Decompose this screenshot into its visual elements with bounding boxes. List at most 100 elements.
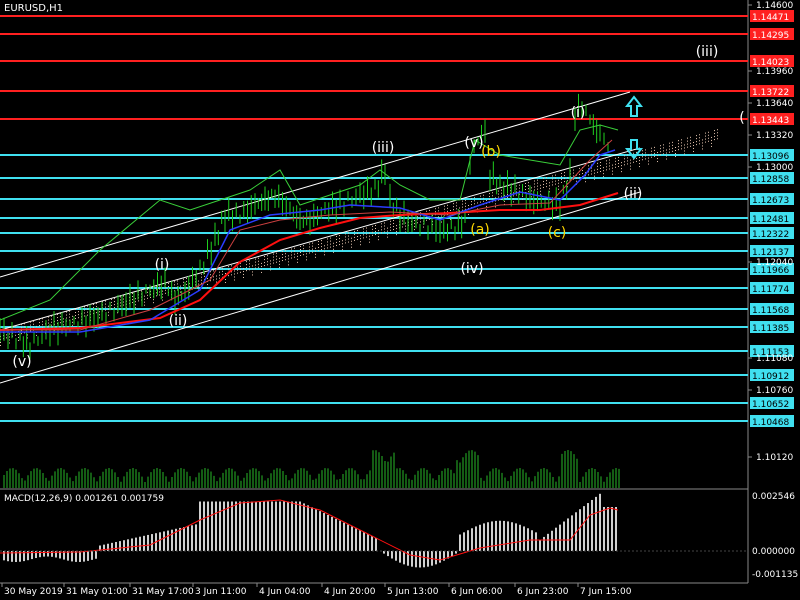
cloud-dot xyxy=(315,250,316,252)
cloud-dot xyxy=(297,252,298,254)
channel-lower-line[interactable] xyxy=(0,191,641,384)
cloud-dot xyxy=(606,169,607,171)
signal-arrows xyxy=(624,95,644,160)
cloud-dot xyxy=(516,188,517,190)
level-price-label: 1.13722 xyxy=(752,88,789,98)
cloud-dot xyxy=(180,291,181,293)
cloud-dot xyxy=(522,195,523,197)
cloud-dot xyxy=(462,209,463,211)
cloud-dot xyxy=(669,148,670,150)
wave-label: ( xyxy=(739,110,744,126)
cloud-dot xyxy=(675,147,676,148)
cloud-dot xyxy=(246,270,247,272)
cloud-dot xyxy=(435,208,436,210)
cloud-dot xyxy=(585,175,586,177)
cloud-dot xyxy=(714,136,715,138)
cloud-dot xyxy=(393,222,394,224)
cloud-dot xyxy=(516,194,517,196)
cloud-dot xyxy=(201,276,202,278)
cloud-dot xyxy=(546,186,547,188)
cloud-dot xyxy=(546,180,547,182)
cloud-dot xyxy=(582,170,583,172)
cloud-dot xyxy=(297,255,298,257)
cloud-dot xyxy=(321,243,322,245)
cloud-dot xyxy=(207,278,208,280)
level-price-box xyxy=(750,303,794,315)
cloud-dot xyxy=(630,165,631,167)
cloud-dot xyxy=(534,186,535,188)
cloud-dot xyxy=(354,230,355,232)
wave-label: (v) xyxy=(464,135,483,151)
cloud-dot xyxy=(318,240,319,242)
cloud-dot xyxy=(549,191,550,193)
cloud-dot xyxy=(381,232,382,234)
macd-signal-line xyxy=(0,499,619,561)
cloud-dot xyxy=(210,280,211,282)
cloud-dot xyxy=(663,153,664,155)
cloud-dot xyxy=(609,162,610,164)
cloud-dot xyxy=(345,242,346,244)
cloud-dot xyxy=(645,149,646,151)
cloud-dot xyxy=(279,260,280,262)
cloud-dot xyxy=(510,187,511,189)
cloud-dot xyxy=(453,209,454,211)
cloud-dot xyxy=(447,204,448,206)
cloud-dot xyxy=(345,236,346,238)
cloud-dot xyxy=(702,145,703,147)
cloud-dot xyxy=(456,202,457,204)
cloud-dot xyxy=(648,160,649,162)
cloud-dot xyxy=(618,165,619,167)
wave-labels: (v)(i)(ii)(iii)(iv)(v)(b)(a) (c)(i)(ii)(i… xyxy=(12,44,744,370)
cloud-dot xyxy=(111,298,112,300)
cloud-dot xyxy=(315,253,316,255)
cloud-dot xyxy=(354,233,355,235)
cloud-dot xyxy=(144,295,145,297)
cloud-dot xyxy=(357,239,358,241)
cloud-dot xyxy=(417,216,418,218)
cloud-dot xyxy=(144,301,145,303)
cloud-dot xyxy=(357,236,358,238)
cloud-dot xyxy=(189,283,190,285)
cloud-dot xyxy=(618,156,619,158)
cloud-dot xyxy=(276,252,277,254)
cloud-dot xyxy=(159,294,160,296)
cloud-dot xyxy=(132,299,133,301)
cloud-dot xyxy=(96,309,97,311)
cloud-dot xyxy=(147,294,148,296)
cloud-dot xyxy=(216,278,217,280)
cloud-dot xyxy=(111,301,112,303)
cloud-dot xyxy=(702,142,703,144)
cloud-dot xyxy=(579,173,580,175)
cloud-dot xyxy=(189,289,190,291)
cloud-dot xyxy=(27,334,28,336)
cloud-dot xyxy=(444,205,445,207)
cloud-dot xyxy=(282,257,283,259)
level-price-box xyxy=(750,149,794,161)
cloud-dot xyxy=(624,158,625,160)
cloud-dot xyxy=(273,259,274,261)
cloud-dot xyxy=(477,202,478,204)
cloud-dot xyxy=(567,177,568,179)
cloud-dot xyxy=(498,196,499,198)
cloud-dot xyxy=(270,263,271,265)
cloud-dot xyxy=(177,283,178,285)
cloud-dot xyxy=(165,292,166,294)
cloud-dot xyxy=(96,303,97,305)
cloud-dot xyxy=(186,280,187,282)
macd-histogram xyxy=(0,493,748,568)
cloud-dot xyxy=(78,314,79,316)
level-price-box xyxy=(750,55,794,67)
cloud-dot xyxy=(165,289,166,291)
cloud-dot xyxy=(162,290,163,292)
cloud-dot xyxy=(642,153,643,155)
cloud-dot xyxy=(258,260,259,262)
cloud-dot xyxy=(78,308,79,310)
cloud-dot xyxy=(333,248,334,250)
cloud-dot xyxy=(57,320,58,322)
cloud-dot xyxy=(642,150,643,152)
cloud-dot xyxy=(237,266,238,268)
channel-middle-line[interactable] xyxy=(0,147,641,331)
cloud-dot xyxy=(543,180,544,182)
cloud-dot xyxy=(360,238,361,240)
